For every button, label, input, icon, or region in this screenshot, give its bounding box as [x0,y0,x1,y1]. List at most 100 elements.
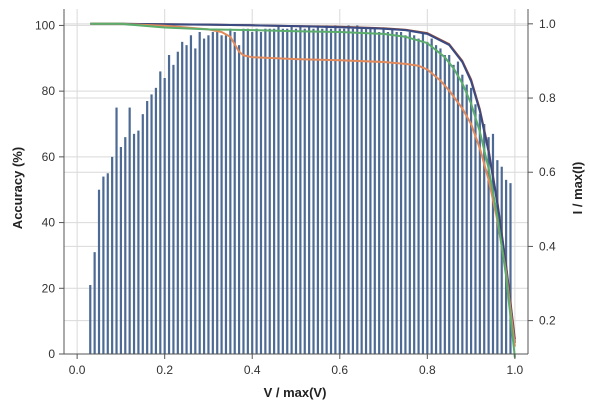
histogram-bar [461,74,464,354]
histogram-bar [255,28,258,354]
histogram-bar [281,28,284,354]
x-tick-label: 0.8 [419,363,436,377]
histogram-bar [124,137,127,354]
y-tick-label: 0 [48,347,55,361]
histogram-bar [273,28,276,354]
histogram-bar [146,101,149,354]
x-tick-label: 0.0 [69,363,86,377]
histogram-bar [356,25,359,355]
histogram-bar [150,94,153,354]
histogram-bar [496,160,499,354]
histogram-bar [286,28,289,354]
histogram-bar [325,25,328,355]
histogram-bar [163,78,166,354]
histogram-bar [229,28,232,354]
x-axis-label: V / max(V) [264,385,327,400]
histogram-bars [89,25,512,355]
histogram-bar [439,48,442,355]
y-tick-label: 40 [42,216,56,230]
histogram-bar [329,28,333,354]
y2-tick-label: 1.0 [539,17,556,31]
histogram-bar [308,25,311,355]
histogram-bar [141,114,144,355]
histogram-bar [312,28,315,354]
y2-axis-label: I / max(I) [570,162,585,215]
histogram-bar [426,41,429,354]
histogram-bar [106,173,109,354]
histogram-bar [233,32,236,354]
histogram-bar [111,156,114,354]
histogram-bar [373,28,376,354]
series-line-4 [90,22,516,358]
histogram-bar [413,35,416,355]
histogram-bar [115,107,118,354]
histogram-bar [207,35,210,355]
histogram-bar [334,25,337,355]
histogram-bar [154,87,158,354]
y-tick-label: 80 [42,84,56,98]
histogram-bar [421,32,425,354]
histogram-bar [132,133,136,354]
y-tick-label: 20 [42,281,56,295]
histogram-bar [202,38,206,354]
histogram-bar [478,114,481,355]
x-tick-label: 0.4 [244,363,261,377]
histogram-bar [290,25,293,355]
y2-tick-label: 0.6 [539,165,556,179]
histogram-bar [176,51,179,354]
histogram-bar [246,28,249,354]
series-line-1 [90,22,516,340]
histogram-bar [237,45,241,355]
histogram-bar [264,28,267,354]
histogram-bar [343,28,346,354]
y2-tick-label: 0.4 [539,239,556,253]
histogram-bar [224,35,228,355]
histogram-bar [211,32,214,354]
histogram-bar [395,32,398,354]
histogram-bar [452,64,455,354]
histogram-bar [159,71,162,354]
histogram-bar [483,124,486,354]
histogram-bar [474,104,477,355]
histogram-bar [369,28,372,354]
histogram-bar [321,28,324,354]
histogram-bar [338,28,341,354]
y2-tick-label: 0.8 [539,91,556,105]
histogram-bar [408,32,411,354]
histogram-bar [93,252,96,354]
histogram-bar [294,28,298,354]
histogram-bar [268,28,271,354]
histogram-bar [259,32,263,354]
histogram-bar [194,48,197,355]
histogram-bar [465,84,468,355]
histogram-bar [487,137,490,354]
histogram-bar [404,35,407,355]
histogram-bar [386,32,390,354]
histogram-bar [456,61,460,354]
y-tick-label: 100 [35,18,55,32]
histogram-bar [220,35,223,355]
x-tick-label: 0.2 [156,363,173,377]
x-tick-label: 0.6 [331,363,348,377]
histogram-bar [500,166,503,354]
histogram-bar [417,38,420,354]
histogram-bar [443,55,446,354]
histogram-bar [277,25,280,355]
histogram-bar [137,130,140,354]
line-series [90,22,516,358]
histogram-bar [299,25,302,355]
histogram-bar [89,285,92,354]
histogram-bar [102,176,105,354]
histogram-bar [399,32,403,354]
histogram-bar [97,189,101,354]
histogram-bar [181,41,184,354]
histogram-bar [469,87,473,354]
histogram-bar [189,35,193,355]
histogram-bar [216,32,219,354]
axes: 0.0 0.2 0.4 0.6 0.8 1.0 0 20 40 60 80 100 0.2 0.4 0.6 0… [35,9,556,377]
histogram-bar [316,25,319,355]
y-tick-label: 60 [42,150,56,164]
histogram-bar [172,64,175,354]
